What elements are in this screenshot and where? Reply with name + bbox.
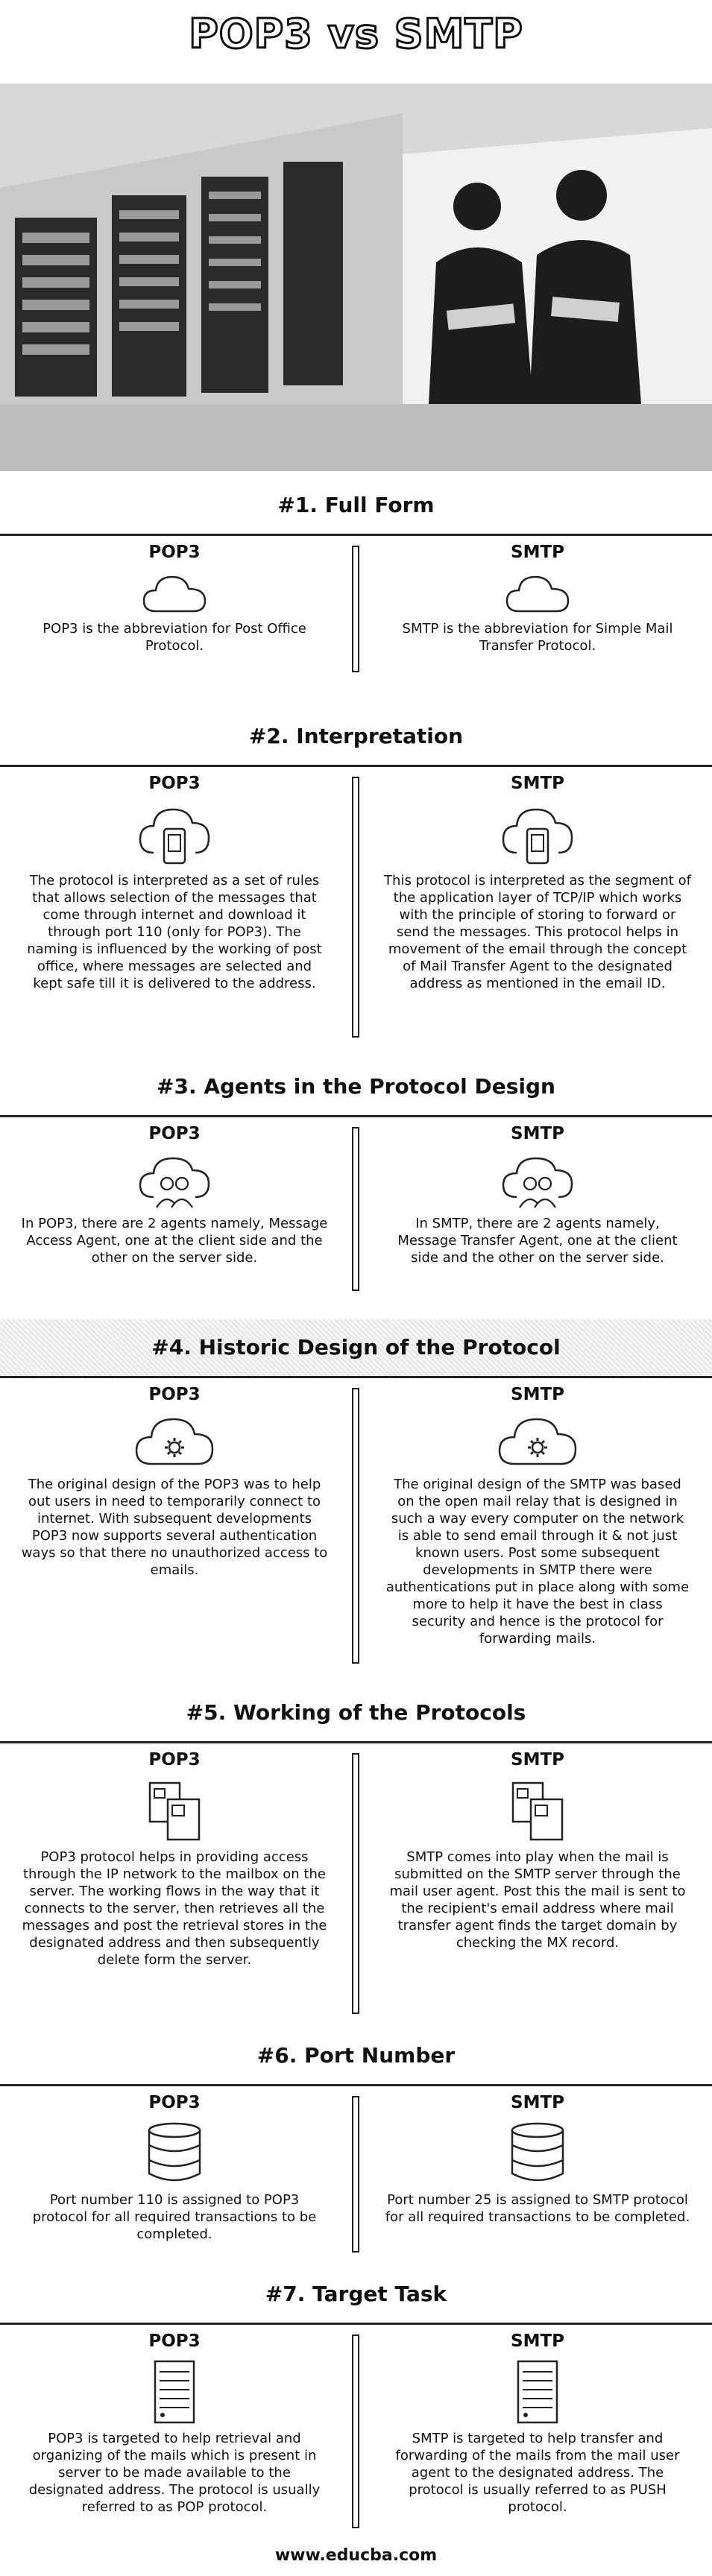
column-text: SMTP comes into play when the mail is su…	[389, 1849, 686, 1951]
section-title: #6. Port Number	[256, 2043, 456, 2068]
column-heading: POP3	[148, 2332, 201, 2351]
column-heading: POP3	[148, 2093, 201, 2112]
column-text: The original design of the POP3 was to h…	[21, 1477, 328, 1578]
database-icon	[148, 2122, 201, 2182]
column-text: Port number 110 is assigned to POP3 prot…	[32, 2192, 317, 2242]
section-agents: #3. Agents in the Protocol Design POP3 I…	[0, 1058, 712, 1312]
section-divider	[0, 1115, 712, 1117]
column-text: The original design of the SMTP was base…	[385, 1477, 690, 1647]
footer-url: www.educba.com	[274, 2546, 438, 2565]
pop3-column: POP3 POP3 protocol helps in providing ac…	[10, 1744, 338, 1969]
section-target-task: #7. Target Task POP3 POP3 is targeted to…	[0, 2266, 712, 2542]
section-working: #5. Working of the Protocols POP3 POP3 p…	[0, 1685, 712, 2035]
section-interpretation: #2. Interpretation POP3 The protocol is …	[0, 708, 712, 1058]
column-heading: SMTP	[511, 2332, 564, 2351]
cloud-gear-icon	[135, 1418, 214, 1465]
column-heading: POP3	[148, 543, 201, 562]
column-heading: SMTP	[511, 543, 564, 562]
section-port-number: #6. Port Number POP3 Port number 110 is …	[0, 2027, 712, 2273]
column-divider	[352, 2334, 359, 2528]
column-divider	[352, 2096, 359, 2253]
section-divider	[0, 765, 712, 767]
column-heading: SMTP	[511, 2093, 564, 2112]
pop3-column: POP3 The original design of the POP3 was…	[10, 1379, 338, 1579]
section-title: #4. Historic Design of the Protocol	[151, 1335, 561, 1360]
section-title: #2. Interpretation	[248, 724, 464, 748]
column-heading: SMTP	[511, 1124, 564, 1143]
cloud-users-icon	[502, 1157, 573, 1208]
documents-icon	[148, 1781, 201, 1841]
column-divider	[352, 546, 359, 672]
pop3-column: POP3 POP3 is targeted to help retrieval …	[10, 2326, 338, 2516]
column-heading: SMTP	[511, 1385, 564, 1404]
section-title: #1. Full Form	[277, 493, 435, 517]
smtp-column: SMTP Port number 25 is assigned to SMTP …	[374, 2087, 702, 2226]
column-text: Port number 25 is assigned to SMTP proto…	[385, 2192, 690, 2225]
column-text: In SMTP, there are 2 agents namely, Mess…	[397, 1216, 678, 1266]
column-divider	[352, 777, 359, 1038]
smtp-column: SMTP In SMTP, there are 2 agents namely,…	[374, 1118, 702, 1266]
column-heading: POP3	[148, 774, 201, 793]
column-divider	[352, 1388, 359, 1664]
database-icon	[511, 2122, 564, 2182]
documents-icon	[511, 1781, 564, 1841]
page-title: POP3 vs SMTP	[188, 10, 524, 59]
column-heading: SMTP	[511, 1750, 564, 1770]
column-heading: SMTP	[511, 774, 564, 793]
column-text: The protocol is interpreted as a set of …	[27, 873, 322, 991]
column-divider	[352, 1127, 359, 1291]
section-divider	[0, 2323, 712, 2325]
section-title: #7. Target Task	[265, 2282, 447, 2306]
column-heading: POP3	[148, 1124, 201, 1143]
office-photo-image	[0, 83, 712, 471]
section-title: #3. Agents in the Protocol Design	[157, 1074, 555, 1099]
pop3-column: POP3 POP3 is the abbreviation for Post O…	[10, 537, 338, 654]
column-text: SMTP is the abbreviation for Simple Mail…	[402, 621, 673, 654]
column-text: This protocol is interpreted as the segm…	[384, 873, 691, 991]
pop3-column: POP3 In POP3, there are 2 agents namely,…	[10, 1118, 338, 1266]
column-text: POP3 is targeted to help retrieval and o…	[28, 2431, 321, 2515]
cloud-icon	[142, 575, 207, 613]
server-icon	[517, 2360, 558, 2424]
section-historic-design: #4. Historic Design of the Protocol POP3…	[0, 1319, 712, 1677]
cloud-gear-icon	[498, 1418, 577, 1465]
column-text: POP3 is the abbreviation for Post Office…	[42, 621, 306, 654]
column-divider	[352, 1753, 359, 2014]
cloud-users-icon	[139, 1157, 210, 1208]
column-heading: POP3	[148, 1750, 201, 1770]
section-divider	[0, 534, 712, 536]
smtp-column: SMTP The original design of the SMTP was…	[374, 1379, 702, 1647]
section-divider	[0, 1741, 712, 1743]
cloud-icon	[505, 575, 570, 613]
column-text: POP3 protocol helps in providing access …	[22, 1849, 327, 1968]
pop3-column: POP3 The protocol is interpreted as a se…	[10, 768, 338, 992]
column-text: SMTP is targeted to help transfer and fo…	[395, 2431, 680, 2515]
smtp-column: SMTP This protocol is interpreted as the…	[374, 768, 702, 992]
smtp-column: SMTP SMTP is the abbreviation for Simple…	[374, 537, 702, 654]
section-divider	[0, 2084, 712, 2086]
column-heading: POP3	[148, 1385, 201, 1404]
section-full-form: #1. Full Form POP3 POP3 is the abbreviat…	[0, 477, 712, 672]
column-text: In POP3, there are 2 agents namely, Mess…	[21, 1216, 328, 1266]
cloud-phone-icon	[502, 808, 573, 865]
section-divider	[0, 1376, 712, 1378]
cloud-phone-icon	[139, 808, 210, 865]
smtp-column: SMTP SMTP comes into play when the mail …	[374, 1744, 702, 1951]
smtp-column: SMTP SMTP is targeted to help transfer a…	[374, 2326, 702, 2516]
server-icon	[154, 2360, 195, 2424]
section-title: #5. Working of the Protocols	[186, 1700, 526, 1725]
pop3-column: POP3 Port number 110 is assigned to POP3…	[10, 2087, 338, 2243]
